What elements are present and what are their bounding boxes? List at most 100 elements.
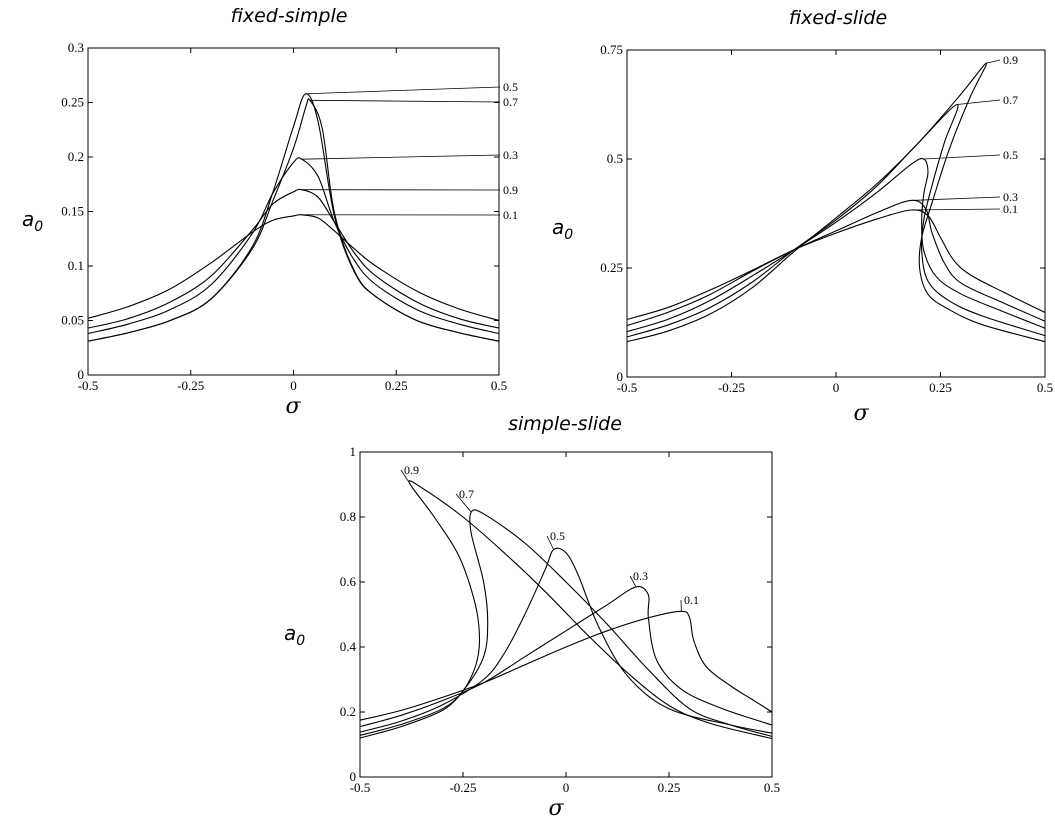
x-axis-label: σ — [548, 796, 564, 820]
ticks: -0.5 -0.25 0 0.25 0.5 0 0.2 0.4 0.6 0.8 1 — [340, 444, 780, 795]
panel-title: fixed-slide — [789, 7, 887, 29]
series-line-0.7 — [626, 103, 1046, 338]
x-tick-label: 0.25 — [929, 380, 952, 395]
y-tick-label: 0.3 — [68, 40, 84, 55]
panel-title: fixed-simple — [231, 5, 348, 27]
curve-label-leader — [911, 208, 1001, 211]
y-tick-label: 0.2 — [68, 149, 84, 164]
series-line-0.1 — [626, 209, 1046, 320]
series-line-0.9 — [626, 62, 1046, 343]
curve-label-leader — [546, 535, 554, 550]
y-tick-label: 0 — [617, 369, 624, 384]
series-line-0.9 — [359, 480, 773, 740]
curve-label-leader — [455, 493, 472, 513]
series-line-0.3 — [87, 157, 500, 335]
curve-label: 0.3 — [633, 569, 648, 583]
curve-label-leader — [309, 99, 501, 103]
y-axis-label: a0 — [284, 621, 305, 649]
curve-label-leader — [305, 86, 501, 95]
curve-label: 0.3 — [1003, 190, 1018, 204]
y-tick-label: 0.15 — [61, 204, 84, 219]
curve-label: 0.5 — [503, 80, 518, 94]
curve-label: 0.7 — [459, 487, 474, 501]
curve-label: 0.9 — [503, 183, 518, 197]
x-tick-label: 0.5 — [491, 378, 507, 393]
curve-label: 0.9 — [1003, 53, 1018, 67]
curve-label-leader — [911, 196, 1001, 201]
curve-label-leader — [301, 154, 501, 160]
curve-label: 0.7 — [1003, 93, 1018, 107]
x-tick-label: -0.5 — [350, 780, 371, 795]
x-tick-label: 0.5 — [1037, 380, 1053, 395]
y-tick-label: 0.1 — [68, 258, 84, 273]
series-line-0.5 — [359, 547, 773, 734]
y-tick-label: 0.25 — [61, 95, 84, 110]
series-line-0.5 — [87, 93, 500, 342]
y-tick-label: 0.5 — [607, 151, 623, 166]
y-tick-label: 0.05 — [61, 313, 84, 328]
series-curves — [359, 480, 773, 740]
series-line-0.1 — [359, 610, 773, 721]
curve-label: 0.1 — [684, 593, 699, 607]
curve-label: 0.7 — [503, 95, 518, 109]
panel-simple-slide: simple-slide a0 σ -0.5 -0.25 0 0.25 0.5 0 0.2 0… — [284, 413, 780, 820]
ticks: -0.5 -0.25 0 0.25 0.5 0 0.25 0.5 0.75 — [600, 42, 1053, 395]
x-tick-label: 0.25 — [385, 378, 408, 393]
y-tick-label: 0 — [78, 367, 85, 382]
curve-label: 0.5 — [1003, 148, 1018, 162]
series-line-0.3 — [359, 586, 773, 728]
series-curves — [626, 62, 1046, 343]
y-axis-label-main: a — [552, 215, 564, 239]
panel-fixed-slide: fixed-slide a0 σ -0.5 -0.25 0 0.25 0.500.250… — [552, 7, 1053, 426]
y-tick-label: 0.2 — [340, 704, 356, 719]
plot-frame — [626, 49, 1046, 378]
x-axis-label: σ — [285, 394, 301, 419]
x-tick-label: 0 — [563, 780, 570, 795]
series-line-0.7 — [87, 98, 500, 342]
x-tick-label: 0.25 — [658, 780, 681, 795]
curve-labels: 0.9 0.7 0.5 0.3 0.1 — [400, 463, 699, 612]
y-axis-label-main: a — [22, 207, 34, 231]
curve-label-leader — [923, 154, 1001, 160]
y-axis-label: a0 — [552, 215, 573, 243]
curve-label: 0.3 — [503, 148, 518, 162]
plot-frame — [359, 451, 773, 778]
series-line-0.5 — [626, 157, 1046, 333]
y-tick-label: 0.8 — [340, 509, 356, 524]
x-tick-label: -0.5 — [78, 378, 99, 393]
ticks: -0.5 -0.25 0 0.25 0.5 0 0.05 0.1 0.15 0.2 0.25 0.3 — [61, 40, 507, 393]
x-tick-label: -0.25 — [449, 780, 476, 795]
panel-fixed-simple: fixed-simple a0 σ -0.5 -0.25 0 0.25 0.500.05… — [22, 5, 518, 419]
y-axis-label: a0 — [22, 207, 43, 235]
curve-label: 0.5 — [550, 529, 565, 543]
y-tick-label: 0.6 — [340, 574, 357, 589]
x-tick-label: 0 — [290, 378, 297, 393]
series-line-0.3 — [626, 199, 1046, 327]
curve-label: 0.1 — [503, 208, 518, 222]
y-tick-label: 0.75 — [600, 42, 623, 57]
x-tick-label: -0.25 — [718, 380, 745, 395]
y-axis-label-subscript: 0 — [34, 219, 43, 235]
y-tick-label: 0.25 — [600, 260, 623, 275]
curve-label: 0.1 — [1003, 202, 1018, 216]
curve-label-leader — [957, 99, 1001, 105]
series-line-0.1 — [87, 214, 500, 322]
x-axis-label: σ — [853, 401, 869, 426]
y-tick-label: 1 — [350, 444, 357, 459]
curve-label: 0.9 — [404, 463, 419, 477]
x-tick-label: 0 — [833, 380, 840, 395]
series-curves — [87, 93, 500, 342]
x-tick-label: -0.5 — [617, 380, 638, 395]
curve-labels: 0.50.7 0.3 0.9 0.1 — [301, 80, 518, 222]
y-axis-label-subscript: 0 — [564, 227, 573, 243]
y-axis-label-main: a — [284, 621, 296, 645]
panel-title: simple-slide — [508, 413, 622, 435]
y-tick-label: 0.4 — [340, 639, 357, 654]
y-tick-label: 0 — [350, 769, 357, 784]
series-line-0.9 — [87, 188, 500, 329]
series-line-0.7 — [359, 509, 773, 737]
x-tick-label: 0.5 — [764, 780, 780, 795]
curve-label-leader — [629, 575, 637, 588]
curve-label-leader — [400, 469, 410, 484]
